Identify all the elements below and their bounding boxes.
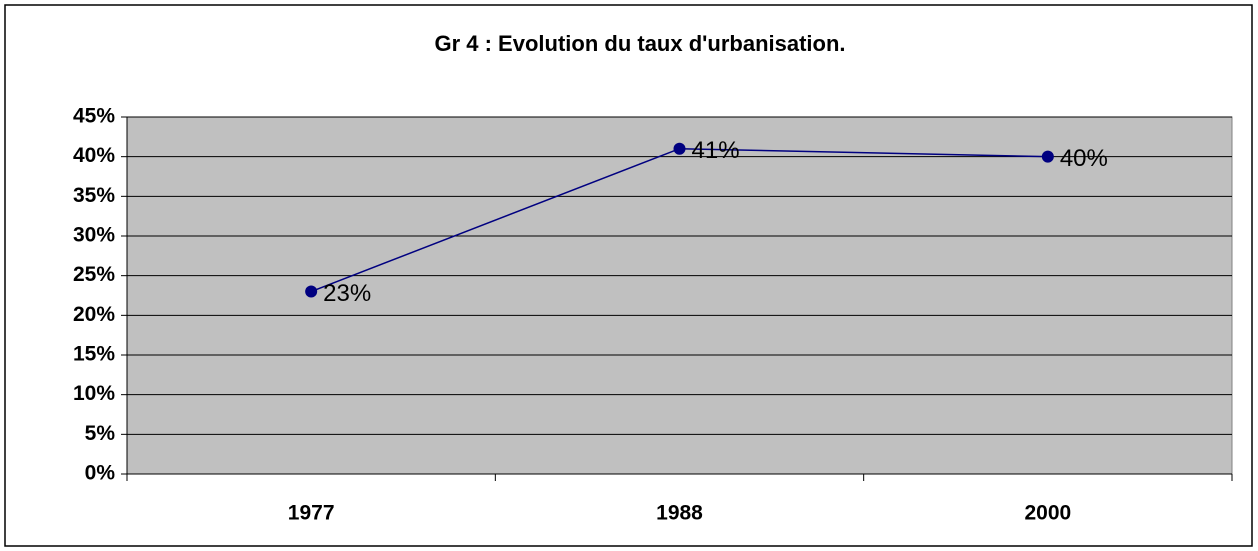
y-tick-label: 5% xyxy=(85,422,116,445)
x-tick-label: 1988 xyxy=(656,502,703,525)
y-tick-label: 15% xyxy=(73,343,115,366)
y-tick-label: 20% xyxy=(73,303,115,326)
data-point xyxy=(673,142,686,155)
y-tick-label: 40% xyxy=(73,144,115,167)
y-tick-label: 35% xyxy=(73,184,115,207)
y-tick-label: 30% xyxy=(73,224,115,247)
y-tick-label: 45% xyxy=(73,105,115,128)
y-tick-label: 0% xyxy=(85,462,116,485)
data-label: 23% xyxy=(323,280,371,307)
data-label: 41% xyxy=(692,137,740,164)
data-point xyxy=(305,285,318,298)
data-point xyxy=(1041,150,1054,163)
chart-title: Gr 4 : Evolution du taux d'urbanisation. xyxy=(434,31,845,56)
y-tick-label: 25% xyxy=(73,263,115,286)
y-tick-label: 10% xyxy=(73,382,115,405)
data-label: 40% xyxy=(1060,145,1108,172)
x-tick-label: 2000 xyxy=(1024,502,1071,525)
x-tick-label: 1977 xyxy=(288,502,335,525)
